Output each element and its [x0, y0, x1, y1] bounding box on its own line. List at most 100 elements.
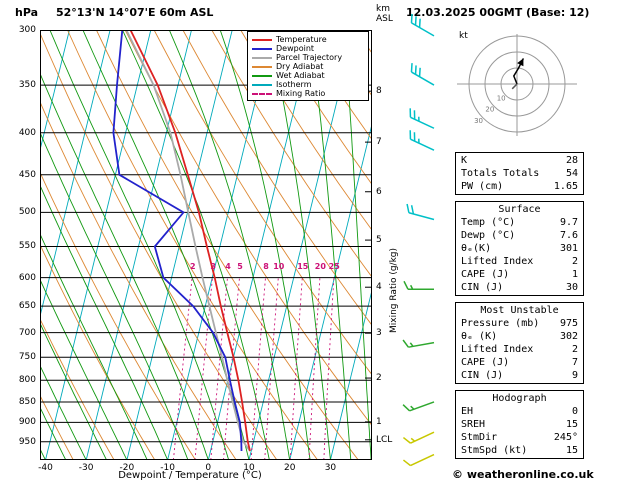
hodograph-unit-label: kt [459, 31, 468, 41]
pressure-tick-label: 900 [18, 417, 36, 428]
stat-value: 9.7 [559, 217, 578, 228]
legend-swatch [252, 56, 272, 59]
stat-value: 2 [571, 344, 578, 355]
altitude-unit-asl: ASL [376, 14, 393, 24]
mixing-ratio-value-label: 15 [297, 261, 309, 271]
pressure-tick-label: 350 [18, 80, 36, 91]
pressure-unit-label: hPa [15, 6, 39, 19]
stats-row: θₑ (K) 302 [456, 330, 583, 343]
wet-adiabat-line [40, 72, 209, 460]
stats-row: θₑ(K) 301 [456, 242, 583, 255]
temp-tick-label: 10 [243, 463, 255, 473]
stats-row: Dewp (°C) 7.6 [456, 229, 583, 242]
stats-box-most-unstable: Most Unstable Pressure (mb) 975 θₑ (K) 302 Li… [455, 302, 584, 384]
lcl-label: LCL [376, 434, 393, 445]
legend-item-label: Dry Adiabat [276, 62, 324, 71]
legend-swatch [252, 65, 272, 68]
stat-value: 9 [571, 370, 578, 381]
km-tick-label: 2 [376, 373, 382, 384]
legend-item-label: Temperature [276, 35, 327, 44]
pressure-tick-label: 800 [18, 375, 36, 386]
legend-swatch [252, 83, 272, 86]
mixing-ratio-line [289, 277, 303, 460]
legend-item-label: Parcel Trajectory [276, 53, 343, 62]
stat-label: Dewp (°C) [461, 230, 516, 241]
stat-label: Lifted Index [461, 344, 534, 355]
dry-adiabat-line [40, 317, 115, 460]
mixing-ratio-line [264, 277, 279, 460]
isotherm-line [167, 30, 274, 460]
copyright: © weatheronline.co.uk [452, 468, 594, 481]
mixing-ratio-line [323, 277, 335, 460]
stat-value: 0 [571, 406, 578, 417]
pressure-tick-label: 600 [18, 272, 36, 283]
wind-barb [402, 431, 435, 444]
wind-barb [402, 453, 435, 467]
stats-box-header: Surface [498, 204, 541, 215]
stat-label: CAPE (J) [461, 357, 510, 368]
stats-box-hodograph: Hodograph EH 0 SREH 15 StmDir 245° StmSpd (kt) 1… [455, 390, 584, 459]
stat-value: 1 [571, 269, 578, 280]
dry-adiabat-line [211, 30, 372, 278]
stat-value: 30 [565, 282, 578, 293]
skewt-plot [40, 30, 372, 460]
altitude-unit-label: km ASL [376, 4, 393, 24]
stat-value: 15 [565, 419, 578, 430]
mixing-ratio-line [308, 277, 321, 460]
station-title: 52°13'N 14°07'E 60m ASL [56, 6, 214, 19]
mixing-ratio-value-label: 25 [328, 261, 340, 271]
wet-adiabat-line [40, 406, 67, 460]
altitude-unit-km: km [376, 4, 390, 14]
mixing-ratio-line [172, 277, 193, 460]
stats-row: CAPE (J) 7 [456, 356, 583, 369]
stats-row: Totals Totals 54 [456, 167, 583, 180]
datetime-title: 12.03.2025 00GMT (Base: 12) [406, 6, 590, 19]
stats-row: CAPE (J) 1 [456, 268, 583, 281]
hodograph-ring [468, 35, 566, 133]
stat-value: 54 [565, 168, 578, 179]
temp-tick-label: 20 [283, 463, 296, 473]
isotherm-line [40, 30, 111, 319]
stats-row: K 28 [456, 154, 583, 167]
stat-label: CAPE (J) [461, 269, 510, 280]
stat-label: StmDir [461, 432, 498, 443]
legend-swatch [252, 38, 272, 41]
stat-value: 7 [571, 357, 578, 368]
legend-item-label: Isotherm [276, 80, 312, 89]
pressure-tick-label: 300 [18, 25, 36, 35]
legend-item: Mixing Ratio [252, 89, 364, 98]
stat-label: θₑ (K) [461, 331, 498, 342]
wind-barb [402, 339, 435, 348]
stat-label: θₑ(K) [461, 243, 492, 254]
stats-row: SREH 15 [456, 418, 583, 431]
stats-row: CIN (J) 30 [456, 281, 583, 294]
legend-item: Dewpoint [252, 44, 364, 53]
pressure-tick-label: 550 [18, 241, 36, 252]
chart-legend: Temperature Dewpoint Parcel Trajectory Dry … [247, 31, 369, 101]
temperature-line [129, 30, 251, 452]
isotherm-line [329, 288, 372, 460]
stat-value: 302 [559, 331, 578, 342]
km-tick-label: 3 [376, 328, 382, 339]
pressure-tick-label: 650 [18, 301, 36, 312]
km-tick-label: 1 [376, 416, 382, 427]
hodograph-trace-low [511, 83, 518, 90]
km-tick-label: 7 [376, 137, 382, 148]
stats-row: Pressure (mb) 975 [456, 317, 583, 330]
wind-barb [409, 108, 435, 129]
mixing-ratio-value-label: 2 [189, 261, 196, 271]
isotherm-line [248, 30, 355, 460]
stat-label: CIN (J) [461, 282, 504, 293]
mixing-ratio-value-label: 20 [314, 261, 326, 271]
stats-box-header: Most Unstable [480, 305, 559, 316]
legend-swatch [252, 47, 272, 50]
isotherm-line [85, 30, 192, 460]
stat-label: StmSpd (kt) [461, 445, 528, 456]
wet-adiabat-line [40, 322, 107, 460]
wind-barb [410, 13, 435, 37]
wind-barb [403, 280, 434, 291]
stat-label: Temp (°C) [461, 217, 516, 228]
stats-row: StmSpd (kt) 15 [456, 444, 583, 457]
mixing-ratio-value-label: 8 [263, 261, 269, 271]
